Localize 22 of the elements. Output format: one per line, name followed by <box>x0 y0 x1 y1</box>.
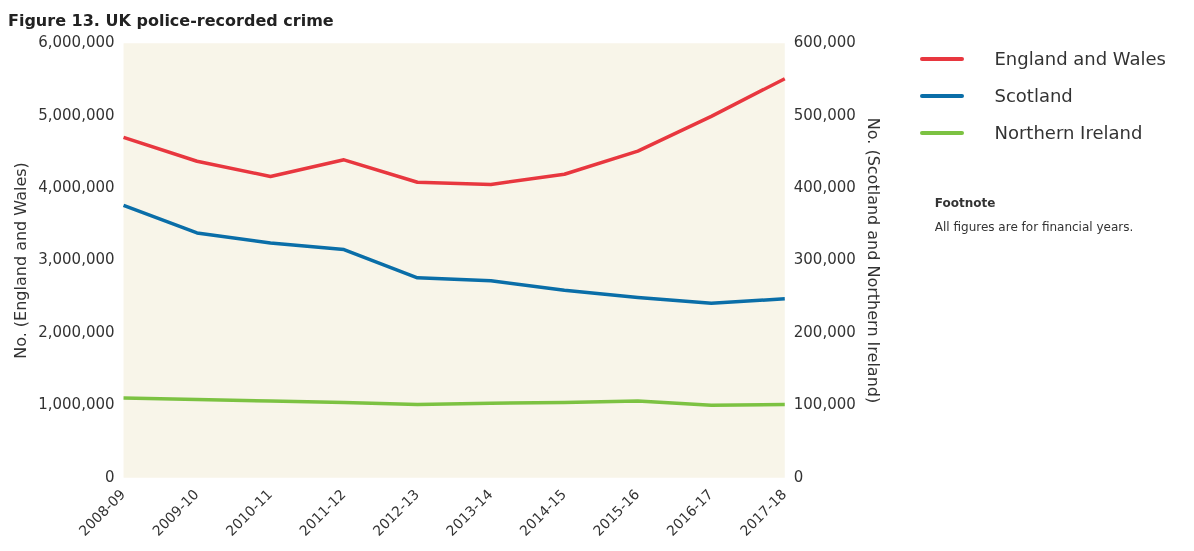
y2-tick-label: 600,000 <box>793 33 856 52</box>
y-tick-label: 0 <box>104 467 115 486</box>
y-tick-label: 1,000,000 <box>38 395 115 414</box>
y-tick-label: 4,000,000 <box>38 177 115 196</box>
y2-axis-title: No. (Scotland and Northern Ireland) <box>864 117 884 404</box>
y2-tick-label: 200,000 <box>793 322 856 341</box>
chart-title: Figure 13. UK police-recorded crime <box>8 10 334 30</box>
legend-label: England and Wales <box>994 48 1166 69</box>
y2-tick-label: 500,000 <box>793 105 856 124</box>
y2-tick-label: 100,000 <box>793 395 856 414</box>
y-tick-label: 6,000,000 <box>38 33 115 52</box>
y-tick-label: 2,000,000 <box>38 322 115 341</box>
text: Footnote <box>934 196 996 211</box>
legend-label: Northern Ireland <box>994 122 1143 143</box>
y2-tick-label: 0 <box>793 467 804 486</box>
text: All figures are for financial years. <box>934 220 1134 235</box>
y-tick-label: 5,000,000 <box>38 105 115 124</box>
legend-label: Scotland <box>994 85 1073 106</box>
y-tick-label: 3,000,000 <box>38 250 115 269</box>
y2-tick-label: 300,000 <box>793 250 856 269</box>
y-axis-title: No. (England and Wales) <box>10 162 30 359</box>
y2-tick-label: 400,000 <box>793 177 856 196</box>
